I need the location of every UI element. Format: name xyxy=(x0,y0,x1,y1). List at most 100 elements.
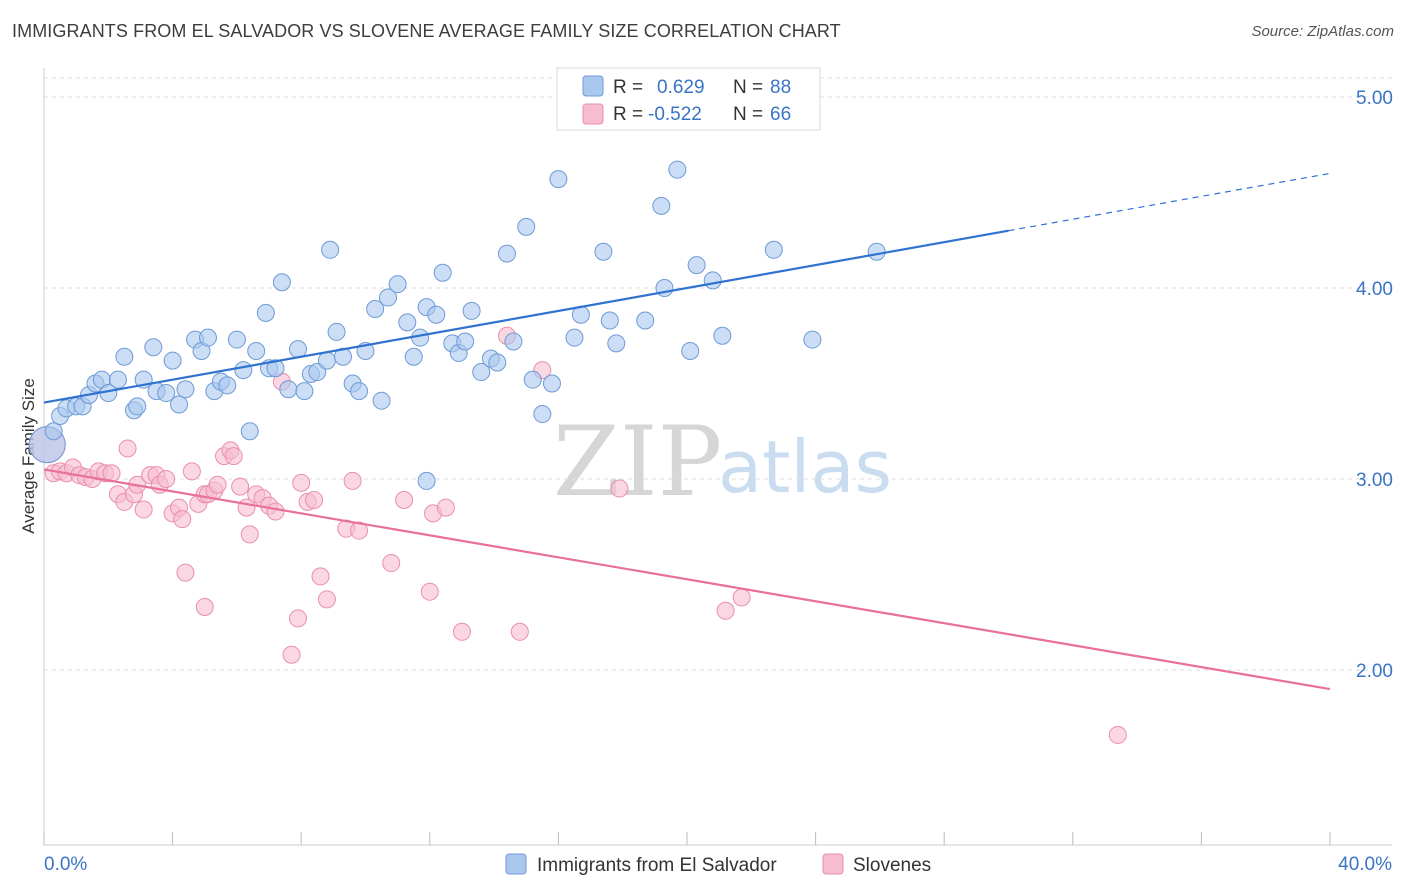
point-slovenes xyxy=(282,645,301,664)
point-slovenes xyxy=(157,470,176,488)
point-el-salvador xyxy=(636,311,655,330)
trend-line-el-salvador xyxy=(43,229,1009,404)
point-el-salvador xyxy=(565,328,584,347)
point-el-salvador xyxy=(388,275,407,294)
point-slovenes xyxy=(732,588,751,607)
point-slovenes xyxy=(176,563,195,582)
trend-line-slovenes xyxy=(43,468,1331,691)
point-el-salvador xyxy=(317,351,336,370)
point-el-salvador xyxy=(803,330,822,349)
point-el-salvador xyxy=(234,361,253,380)
point-el-salvador xyxy=(327,322,346,341)
point-slovenes xyxy=(305,491,324,510)
point-el-salvador xyxy=(176,380,195,399)
trend-lines xyxy=(43,172,1331,691)
point-slovenes xyxy=(240,525,259,544)
point-slovenes xyxy=(343,471,362,490)
y-tick-label: 4.00 xyxy=(1356,279,1393,300)
point-slovenes xyxy=(311,567,330,586)
point-el-salvador xyxy=(404,347,423,366)
point-el-salvador xyxy=(350,382,369,401)
y-tick-label: 2.00 xyxy=(1356,661,1393,682)
point-el-salvador xyxy=(517,217,536,236)
point-el-salvador xyxy=(163,351,182,370)
legend-swatch-blue xyxy=(582,75,604,97)
point-slovenes xyxy=(317,590,336,609)
point-el-salvador xyxy=(497,244,516,263)
y-tick-labels: 2.00 3.00 4.00 5.00 xyxy=(1356,88,1393,682)
bottom-legend-swatch-pink xyxy=(822,853,844,875)
point-el-salvador xyxy=(504,332,523,351)
point-el-salvador xyxy=(379,288,398,307)
point-el-salvador xyxy=(681,342,700,361)
legend-r-label-blue: R = xyxy=(613,77,643,98)
x-ticks xyxy=(43,832,1331,845)
point-el-salvador xyxy=(115,347,134,366)
point-el-salvador xyxy=(549,170,568,189)
point-slovenes xyxy=(134,500,153,519)
point-el-salvador xyxy=(247,342,266,361)
point-el-salvador xyxy=(488,353,507,372)
point-el-salvador xyxy=(321,240,340,259)
watermark-zip: ZIP xyxy=(553,406,722,518)
point-el-salvador xyxy=(372,391,391,410)
point-el-salvador xyxy=(668,160,687,179)
point-el-salvador xyxy=(594,242,613,261)
point-slovenes xyxy=(452,622,471,641)
bottom-legend-label-pink: Slovenes xyxy=(853,855,931,876)
point-el-salvador xyxy=(456,332,475,351)
point-el-salvador xyxy=(687,256,706,275)
point-el-salvador xyxy=(867,242,886,261)
chart-title: IMMIGRANTS FROM EL SALVADOR VS SLOVENE A… xyxy=(12,21,841,41)
point-slovenes xyxy=(716,601,735,620)
point-el-salvador xyxy=(472,363,491,382)
legend-n-value-blue: 88 xyxy=(770,77,791,98)
point-el-salvador xyxy=(279,380,298,399)
point-el-salvador xyxy=(256,303,275,322)
legend-swatch-pink xyxy=(582,103,604,125)
point-slovenes xyxy=(436,498,455,517)
point-slovenes xyxy=(510,622,529,641)
point-el-salvador xyxy=(523,370,542,389)
point-el-salvador xyxy=(417,471,436,490)
watermark-atlas: atlas xyxy=(718,425,892,509)
legend-r-value-pink: -0.522 xyxy=(648,104,702,125)
point-el-salvador xyxy=(433,263,452,282)
point-el-salvador xyxy=(108,370,127,389)
point-el-salvador xyxy=(427,305,446,324)
point-slovenes xyxy=(224,447,243,466)
point-el-salvador xyxy=(157,384,176,403)
point-el-salvador xyxy=(542,374,561,393)
point-el-salvador xyxy=(218,376,237,395)
point-slovenes xyxy=(118,439,137,458)
legend-r-label-pink: R = xyxy=(613,104,643,125)
point-slovenes xyxy=(266,502,285,521)
point-el-salvador xyxy=(462,301,481,320)
point-slovenes xyxy=(173,510,192,529)
bottom-legend-swatch-blue xyxy=(505,853,527,875)
point-slovenes xyxy=(382,554,401,573)
legend-n-value-pink: 66 xyxy=(770,104,791,125)
point-slovenes xyxy=(292,473,311,492)
point-el-salvador xyxy=(764,240,783,259)
point-slovenes xyxy=(288,609,307,628)
point-el-salvador xyxy=(600,311,619,330)
x-tick-label-min: 0.0% xyxy=(44,854,87,875)
point-el-salvador xyxy=(128,397,147,416)
point-slovenes xyxy=(182,462,201,481)
point-slovenes xyxy=(231,477,250,496)
point-slovenes xyxy=(195,597,214,616)
point-el-salvador xyxy=(272,273,291,292)
point-el-salvador xyxy=(703,271,722,290)
series-legend: Immigrants from El Salvador Slovenes xyxy=(505,853,931,876)
point-slovenes xyxy=(420,582,439,601)
point-el-salvador xyxy=(44,422,63,441)
source-label: Source: ZipAtlas.com xyxy=(1251,23,1394,40)
point-el-salvador xyxy=(366,300,385,319)
point-el-salvador xyxy=(295,382,314,401)
point-el-salvador xyxy=(398,313,417,332)
point-el-salvador xyxy=(198,328,217,347)
point-el-salvador xyxy=(308,363,327,382)
x-tick-label-max: 40.0% xyxy=(1338,854,1392,875)
